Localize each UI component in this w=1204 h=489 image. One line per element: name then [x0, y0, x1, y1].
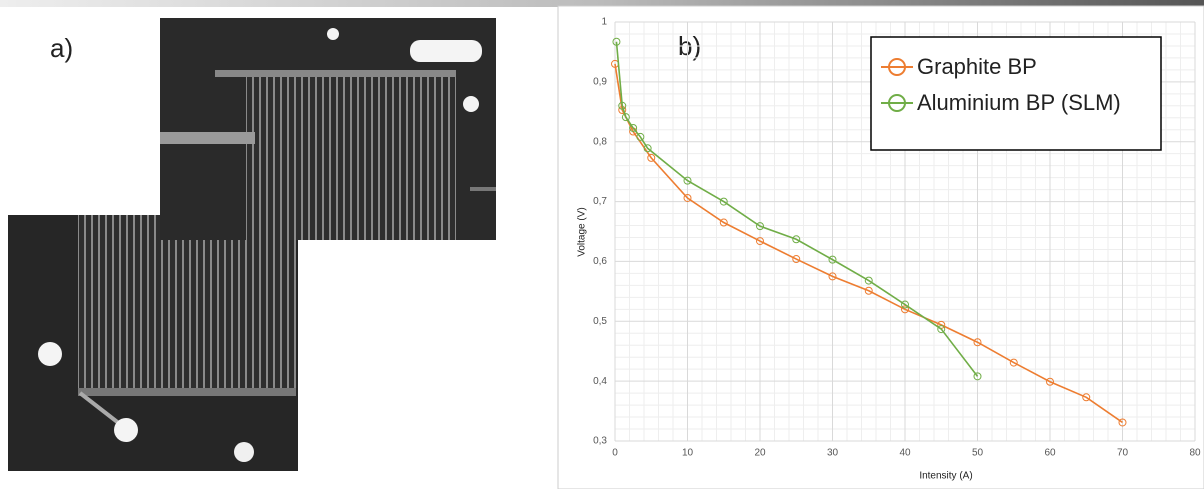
x-tick-label: 60: [1044, 448, 1056, 459]
point: [683, 176, 692, 185]
point: [636, 132, 645, 141]
point: [643, 144, 652, 153]
y-axis-label: Voltage (V): [577, 207, 588, 256]
x-tick-label: 0: [612, 448, 618, 459]
y-tick-label: 0,4: [593, 376, 607, 387]
point: [792, 255, 801, 264]
legend-marker: [888, 94, 906, 112]
legend-label: Graphite BP: [917, 54, 1037, 79]
x-tick-label: 10: [682, 448, 694, 459]
photo: a): [8, 18, 496, 471]
x-tick-label: 70: [1117, 448, 1129, 459]
point: [629, 123, 638, 132]
legend-marker: [888, 58, 906, 76]
series-line: [615, 41, 979, 377]
y-tick-label: 0,3: [593, 436, 607, 447]
y-tick-label: 0,8: [593, 136, 607, 147]
point: [1009, 358, 1018, 367]
point: [901, 305, 909, 314]
x-tick-label: 80: [1189, 448, 1201, 459]
x-tick-label: 50: [972, 448, 984, 459]
legend-box: [870, 36, 1162, 151]
x-tick-label: 30: [827, 448, 839, 459]
point: [612, 37, 621, 46]
point: [621, 113, 630, 122]
top-strip: [0, 0, 1204, 7]
point: [901, 300, 909, 309]
point: [792, 235, 801, 244]
point: [937, 325, 946, 334]
point: [618, 101, 627, 110]
y-tick-label: 0,7: [593, 196, 607, 207]
y-tick-label: 0,5: [593, 316, 607, 327]
x-tick-label: 40: [899, 448, 911, 459]
point: [1118, 418, 1127, 427]
y-tick-label: 1: [601, 17, 607, 28]
point: [683, 193, 692, 202]
point: [756, 237, 764, 246]
point: [828, 272, 837, 281]
x-axis-label: Intensity (A): [919, 471, 972, 482]
point: [864, 276, 873, 285]
point: [973, 338, 982, 347]
panel-label: a): [50, 33, 73, 63]
x-tick-label: 20: [754, 448, 766, 459]
point: [973, 372, 982, 381]
point: [719, 197, 728, 206]
point: [719, 218, 728, 227]
y-tick-label: 0,6: [593, 256, 607, 267]
legend: Graphite BP Aluminium BP (SLM): [870, 36, 1162, 151]
y-tick-label: 0,9: [593, 76, 607, 87]
legend-label: Aluminium BP (SLM): [917, 90, 1121, 115]
point: [647, 153, 656, 162]
point: [1082, 393, 1091, 402]
point: [828, 255, 837, 264]
series-line: [614, 63, 1123, 424]
point: [864, 286, 873, 295]
point: [1046, 377, 1054, 386]
point: [756, 222, 764, 231]
